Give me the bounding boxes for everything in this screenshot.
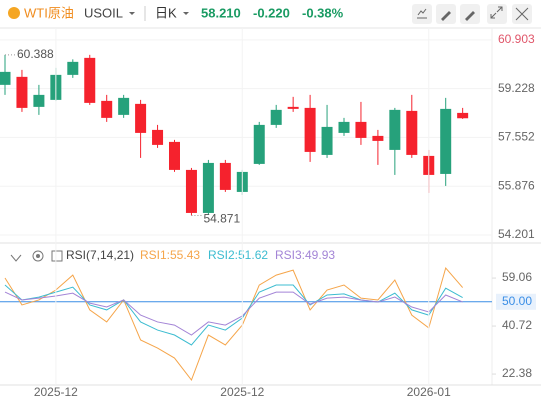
settings-icon[interactable] bbox=[32, 250, 44, 262]
candle-body bbox=[457, 112, 469, 119]
y-tick-highlight bbox=[496, 293, 536, 310]
tool-icon bbox=[515, 7, 529, 21]
candle-body bbox=[219, 162, 231, 190]
tool-icon bbox=[465, 11, 475, 21]
toolbar bbox=[412, 4, 532, 24]
tool-icon bbox=[441, 11, 451, 21]
price: 58.210 bbox=[201, 5, 241, 20]
change: -0.220 bbox=[253, 5, 290, 20]
legend-label: RSI3:49.93 bbox=[275, 248, 335, 262]
y-tick-label: 50.00 bbox=[502, 294, 532, 308]
tool-button[interactable] bbox=[487, 4, 507, 24]
symbol-name[interactable]: WTI原油 bbox=[24, 5, 74, 20]
candle-body bbox=[135, 103, 147, 133]
symbol-code[interactable]: USOIL bbox=[84, 5, 123, 20]
candle-body bbox=[16, 76, 28, 108]
candle-body bbox=[253, 124, 265, 164]
candle-body bbox=[406, 110, 418, 155]
x-tick-label: 2025-12 bbox=[220, 385, 264, 399]
rsi-line bbox=[4, 291, 463, 336]
y-tick-label: 57.552 bbox=[498, 130, 535, 144]
dropdown-arrow[interactable] bbox=[183, 12, 189, 15]
candle-body bbox=[67, 61, 79, 75]
y-tick-label: 40.72 bbox=[502, 318, 532, 332]
candle-body bbox=[389, 109, 401, 150]
candle-body bbox=[338, 121, 350, 133]
candle-body bbox=[287, 106, 299, 109]
candle-body bbox=[0, 71, 11, 85]
legend-label: RSI2:51.62 bbox=[208, 248, 268, 262]
legend-label: RSI1:55.43 bbox=[140, 248, 200, 262]
rsi-line bbox=[4, 267, 464, 382]
symbol-icon bbox=[8, 7, 20, 19]
change-pct: -0.38% bbox=[302, 5, 344, 20]
dropdown-arrow[interactable] bbox=[129, 12, 135, 15]
x-tick-label: 2026-01 bbox=[407, 385, 451, 399]
candle-body bbox=[152, 129, 164, 145]
candle-body bbox=[355, 121, 367, 138]
y-tick-label: 59.228 bbox=[498, 81, 535, 95]
candle-body bbox=[169, 141, 180, 170]
rsi-line bbox=[4, 284, 463, 346]
y-tick-label: 22.38 bbox=[502, 366, 532, 380]
tool-icon bbox=[490, 6, 503, 19]
candle-body bbox=[33, 94, 45, 107]
candle-body bbox=[321, 126, 333, 155]
candle-body bbox=[270, 109, 282, 125]
y-tick-label: 59.06 bbox=[502, 270, 532, 284]
candle-body bbox=[84, 57, 96, 103]
settings-icon-dot bbox=[36, 254, 40, 258]
indicator-title: RSI(7,14,21) bbox=[66, 248, 134, 262]
tool-icon bbox=[417, 8, 427, 19]
candle-body bbox=[304, 107, 316, 152]
x-tick-label: 2025-12 bbox=[34, 385, 78, 399]
candle-body bbox=[202, 162, 214, 213]
candle-body bbox=[101, 100, 113, 118]
max-label: 60.388 bbox=[17, 47, 54, 61]
collapse-icon[interactable] bbox=[10, 254, 22, 262]
candle-body bbox=[440, 108, 452, 174]
candle-body bbox=[372, 135, 384, 141]
tool-button[interactable] bbox=[412, 4, 432, 24]
y-tick-label: 54.201 bbox=[498, 227, 535, 241]
candle-body bbox=[185, 169, 197, 213]
y-tick-label: 55.876 bbox=[498, 178, 535, 192]
y-tick-label: 60.903 bbox=[498, 32, 535, 46]
candle-body bbox=[118, 97, 130, 115]
period[interactable]: 日K bbox=[155, 5, 177, 20]
indicator-checkbox[interactable] bbox=[51, 250, 63, 262]
min-label: 54.871 bbox=[203, 212, 240, 226]
